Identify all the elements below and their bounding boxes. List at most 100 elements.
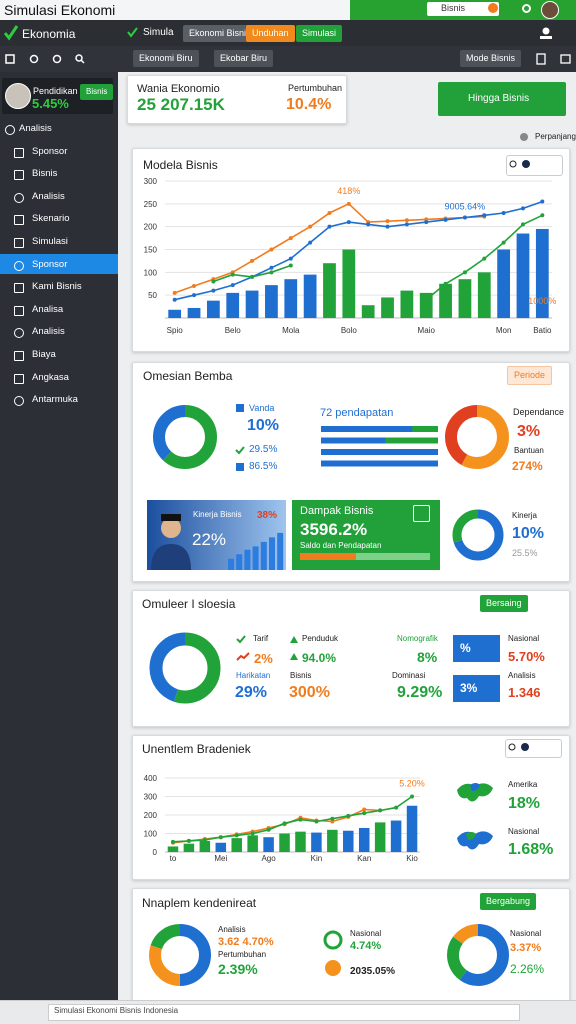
bar	[187, 307, 201, 318]
search-box[interactable]	[427, 2, 499, 16]
notif[interactable]	[488, 3, 498, 13]
card-button[interactable]: Bersaing	[480, 595, 528, 612]
tile	[453, 675, 500, 702]
nav-item[interactable]: Skenario	[32, 213, 70, 225]
point	[269, 247, 274, 252]
filter[interactable]: Ekobar Biru	[214, 50, 274, 67]
nav-item[interactable]: Bisnis	[32, 168, 58, 180]
annotation: 1000%	[528, 296, 556, 306]
tab[interactable]: Simulasi	[296, 25, 343, 42]
nav-item[interactable]: Biaya	[32, 349, 56, 360]
nav-item[interactable]: Analisis	[32, 326, 65, 338]
y-tick-label: 100	[144, 830, 158, 839]
bar	[406, 805, 418, 852]
legend-item: 29.5%	[249, 444, 278, 455]
toggle[interactable]	[506, 155, 563, 176]
impact-bar	[356, 553, 430, 560]
point	[186, 838, 191, 843]
nav-item[interactable]: Analisis	[19, 123, 52, 134]
perf-label: Kinerja	[512, 511, 537, 520]
donut-segment	[452, 509, 504, 561]
point	[443, 217, 448, 222]
nav-item[interactable]: Simulasi	[32, 236, 68, 247]
x-tick-label: Bolo	[341, 326, 358, 335]
bar	[183, 843, 195, 852]
tab[interactable]: Simula	[143, 27, 174, 38]
mini-bar	[277, 532, 284, 570]
indicator-value: 9.29%	[397, 684, 443, 701]
user-avatar[interactable]	[541, 1, 559, 19]
card-title: Nnaplem kendenireat	[142, 896, 257, 910]
stat-value: 274%	[512, 459, 543, 473]
circle-icon[interactable]	[29, 54, 39, 64]
tab[interactable]: Ekonomi Bisnis	[183, 25, 257, 42]
profile-tag: Bisnis	[80, 84, 114, 100]
doc-icon[interactable]	[536, 53, 546, 65]
mode-button[interactable]: Mode Bisnis	[460, 50, 522, 67]
point	[211, 279, 216, 284]
tile-label: %	[460, 641, 471, 655]
progress-bar	[321, 449, 438, 455]
indicator-value: 300%	[289, 684, 330, 701]
point	[288, 263, 293, 268]
point	[330, 816, 335, 821]
point	[404, 222, 409, 227]
refresh-icon[interactable]	[52, 54, 62, 64]
primary-button[interactable]	[438, 82, 566, 116]
impact-value: 3596.2%	[300, 520, 368, 539]
person-head	[161, 518, 181, 538]
point	[230, 272, 235, 277]
search-icon[interactable]	[75, 54, 83, 62]
toggle-on	[522, 160, 530, 168]
nav-item[interactable]: Antarmuka	[32, 394, 78, 406]
bar	[327, 829, 338, 852]
card-button[interactable]: Bergabung	[480, 893, 537, 910]
brand-check	[3, 25, 19, 41]
point	[170, 839, 175, 844]
settings-icon[interactable]	[522, 4, 531, 13]
nav-item[interactable]: Analisis	[32, 190, 65, 202]
nav-item[interactable]: Analisa	[32, 303, 64, 315]
point	[520, 222, 525, 227]
point	[234, 833, 239, 838]
photo-badge: 38%	[257, 510, 278, 521]
y-tick-label: 200	[144, 223, 158, 232]
point	[540, 213, 545, 218]
footer-input[interactable]	[48, 1004, 520, 1021]
panel-icon[interactable]	[560, 54, 571, 64]
map	[466, 832, 476, 840]
nav-item[interactable]: Sponsor	[32, 145, 68, 157]
annotation: 5.20%	[399, 779, 425, 789]
user-icon[interactable]	[542, 27, 550, 35]
nav-item[interactable]: Kami Bisnis	[32, 281, 82, 293]
primary-button-label[interactable]: Hingga Bisnis	[468, 93, 530, 104]
point	[482, 213, 487, 218]
x-tick-label: Kin	[311, 854, 323, 863]
stat-label: Nasional	[350, 929, 382, 938]
point	[314, 819, 319, 824]
search[interactable]: Bisnis	[441, 3, 466, 13]
nav-icon	[14, 283, 24, 294]
point	[424, 297, 429, 302]
link[interactable]: Perpanjang	[535, 132, 576, 141]
period-button[interactable]: Periode	[507, 366, 553, 385]
legend-check	[235, 446, 245, 455]
x-tick-label: Belo	[225, 326, 242, 335]
nav-item-active[interactable]: Sponsor	[32, 258, 68, 270]
progress-bar	[321, 460, 438, 467]
tab[interactable]: Unduhan	[246, 25, 295, 42]
y-tick-label: 300	[144, 177, 158, 186]
stat-label: Bantuan	[514, 446, 544, 455]
bar	[516, 233, 530, 318]
toggle[interactable]	[505, 739, 562, 758]
filter[interactable]: Ekonomi Biru	[133, 50, 199, 67]
stat-value: 4.74%	[350, 940, 382, 952]
point	[172, 290, 177, 295]
bar	[535, 228, 549, 318]
impact-icon[interactable]	[413, 505, 430, 522]
grid-icon[interactable]	[5, 54, 15, 64]
summary-value: 25 207.15K	[137, 95, 225, 114]
progress-bar	[321, 426, 413, 432]
region-label: Nasional	[508, 827, 540, 836]
nav-item[interactable]: Angkasa	[32, 371, 69, 383]
